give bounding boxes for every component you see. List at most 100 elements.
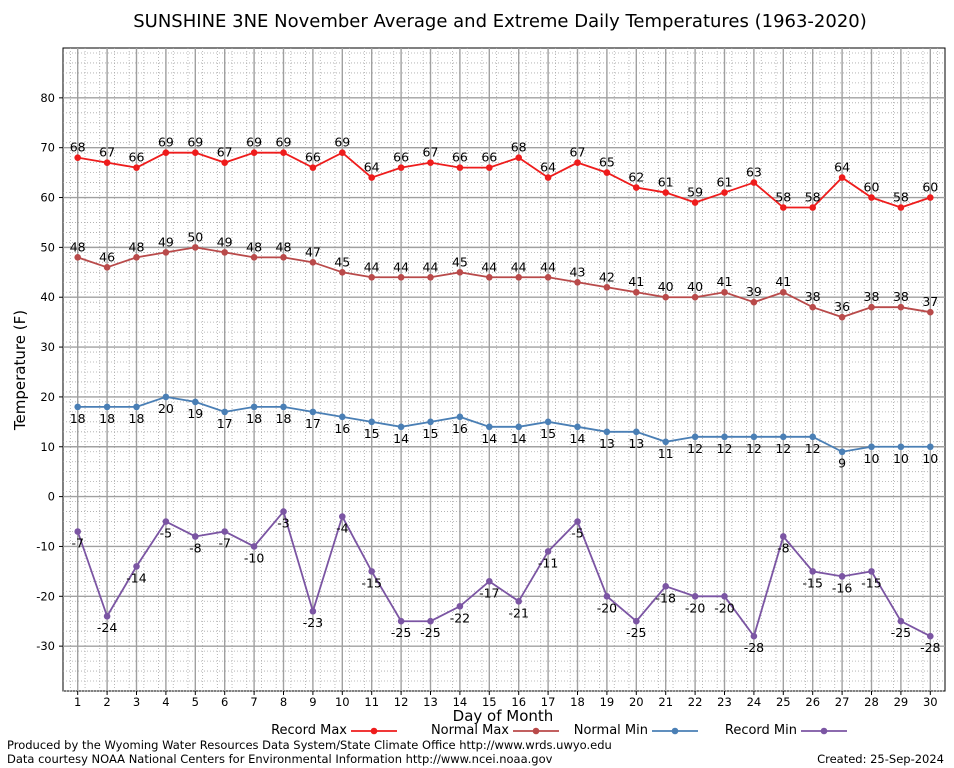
data-label: 40 bbox=[658, 279, 674, 294]
data-point bbox=[750, 433, 758, 441]
x-tick-label: 14 bbox=[453, 695, 468, 709]
footer-created: Created: 25-Sep-2024 bbox=[817, 752, 944, 766]
data-point bbox=[662, 293, 669, 301]
data-point bbox=[515, 597, 522, 605]
data-point bbox=[456, 164, 464, 171]
x-tick-label: 23 bbox=[717, 695, 732, 709]
data-label: 20 bbox=[158, 401, 174, 416]
data-label: -25 bbox=[891, 625, 911, 640]
data-point bbox=[927, 308, 934, 316]
data-label: 18 bbox=[129, 411, 145, 426]
data-label: 45 bbox=[334, 254, 350, 269]
data-label: 10 bbox=[922, 451, 938, 466]
x-tick-label: 30 bbox=[923, 695, 938, 709]
y-tick-label: 70 bbox=[40, 141, 55, 155]
data-point bbox=[574, 159, 581, 166]
data-point bbox=[633, 617, 640, 625]
data-point bbox=[574, 518, 581, 525]
series-record-max: 68 67 66 69 69 67 69 69 66 69 64 66 67 66 66 68 64 67 65 62… bbox=[70, 135, 938, 211]
data-label: 11 bbox=[658, 446, 674, 461]
data-label: 67 bbox=[570, 145, 586, 160]
data-label: -15 bbox=[802, 575, 822, 590]
data-label: 67 bbox=[99, 145, 115, 160]
data-point bbox=[750, 632, 758, 640]
data-label: 14 bbox=[570, 431, 586, 446]
data-label: 69 bbox=[158, 135, 174, 150]
data-label: 42 bbox=[599, 269, 615, 284]
x-tick-label: 8 bbox=[280, 695, 287, 709]
data-label: 66 bbox=[305, 150, 321, 165]
x-tick-label: 27 bbox=[835, 695, 850, 709]
data-point bbox=[103, 612, 111, 620]
data-point bbox=[280, 149, 287, 156]
data-label: 14 bbox=[393, 431, 409, 446]
data-label: -15 bbox=[861, 575, 881, 590]
x-tick-label: 29 bbox=[894, 695, 909, 709]
y-tick-label: 10 bbox=[40, 440, 55, 454]
y-tick-label: 80 bbox=[40, 91, 55, 105]
data-label: 18 bbox=[99, 411, 115, 426]
data-point bbox=[780, 433, 787, 441]
data-label: 38 bbox=[893, 289, 909, 304]
series-layer: 68 67 66 69 69 67 69 69 66 69 64 66 67 66 66 68 64 67 65 62… bbox=[70, 135, 941, 655]
data-point bbox=[368, 273, 376, 281]
y-tick-label: 20 bbox=[40, 390, 55, 404]
legend-label-record-max: Record Max bbox=[271, 723, 347, 738]
data-point bbox=[809, 568, 816, 575]
data-point bbox=[456, 413, 464, 421]
data-label: -25 bbox=[626, 625, 646, 640]
data-label: 62 bbox=[628, 170, 644, 185]
data-point bbox=[103, 264, 111, 271]
data-label: 37 bbox=[922, 294, 938, 309]
data-point bbox=[486, 164, 493, 171]
data-label: -7 bbox=[71, 535, 83, 550]
data-point bbox=[192, 244, 199, 251]
data-point bbox=[397, 164, 405, 171]
data-point bbox=[721, 433, 728, 441]
data-label: -20 bbox=[597, 600, 617, 615]
data-label: -11 bbox=[538, 555, 558, 570]
data-label: 49 bbox=[158, 234, 174, 249]
data-label: 17 bbox=[305, 416, 321, 431]
x-tick-label: 5 bbox=[192, 695, 199, 709]
data-point bbox=[250, 403, 258, 411]
data-label: 41 bbox=[717, 274, 733, 289]
data-point bbox=[691, 293, 699, 301]
data-label: 10 bbox=[864, 451, 880, 466]
data-point bbox=[838, 573, 846, 580]
footer-produced-by: Produced by the Wyoming Water Resources … bbox=[7, 738, 612, 752]
data-point bbox=[192, 533, 199, 540]
data-point bbox=[544, 273, 552, 281]
data-label: 44 bbox=[511, 259, 527, 274]
data-label: -22 bbox=[450, 610, 470, 625]
data-label: 69 bbox=[246, 135, 262, 150]
data-label: -28 bbox=[920, 640, 940, 655]
data-label: 15 bbox=[364, 426, 380, 441]
data-point bbox=[133, 403, 140, 411]
data-point bbox=[456, 602, 464, 610]
data-label: -20 bbox=[685, 600, 705, 615]
data-label: 48 bbox=[129, 239, 145, 254]
data-label: 58 bbox=[893, 190, 909, 205]
data-label: 66 bbox=[129, 150, 145, 165]
data-point bbox=[427, 617, 434, 625]
data-point bbox=[633, 428, 640, 436]
data-point bbox=[162, 249, 170, 256]
data-point bbox=[897, 443, 905, 451]
data-label: 38 bbox=[864, 289, 880, 304]
y-tick-label: 30 bbox=[40, 340, 55, 354]
data-point bbox=[780, 204, 787, 211]
data-point bbox=[339, 413, 346, 421]
data-point bbox=[486, 273, 493, 281]
data-label: 18 bbox=[276, 411, 292, 426]
data-label: 60 bbox=[864, 180, 880, 195]
data-point bbox=[838, 174, 846, 181]
data-point bbox=[603, 169, 611, 176]
data-point bbox=[691, 199, 699, 206]
data-label: 12 bbox=[805, 441, 821, 456]
data-point bbox=[221, 528, 228, 535]
x-tick-label: 15 bbox=[482, 695, 497, 709]
legend-label-normal-max: Normal Max bbox=[431, 723, 509, 738]
data-label: 64 bbox=[540, 160, 556, 175]
